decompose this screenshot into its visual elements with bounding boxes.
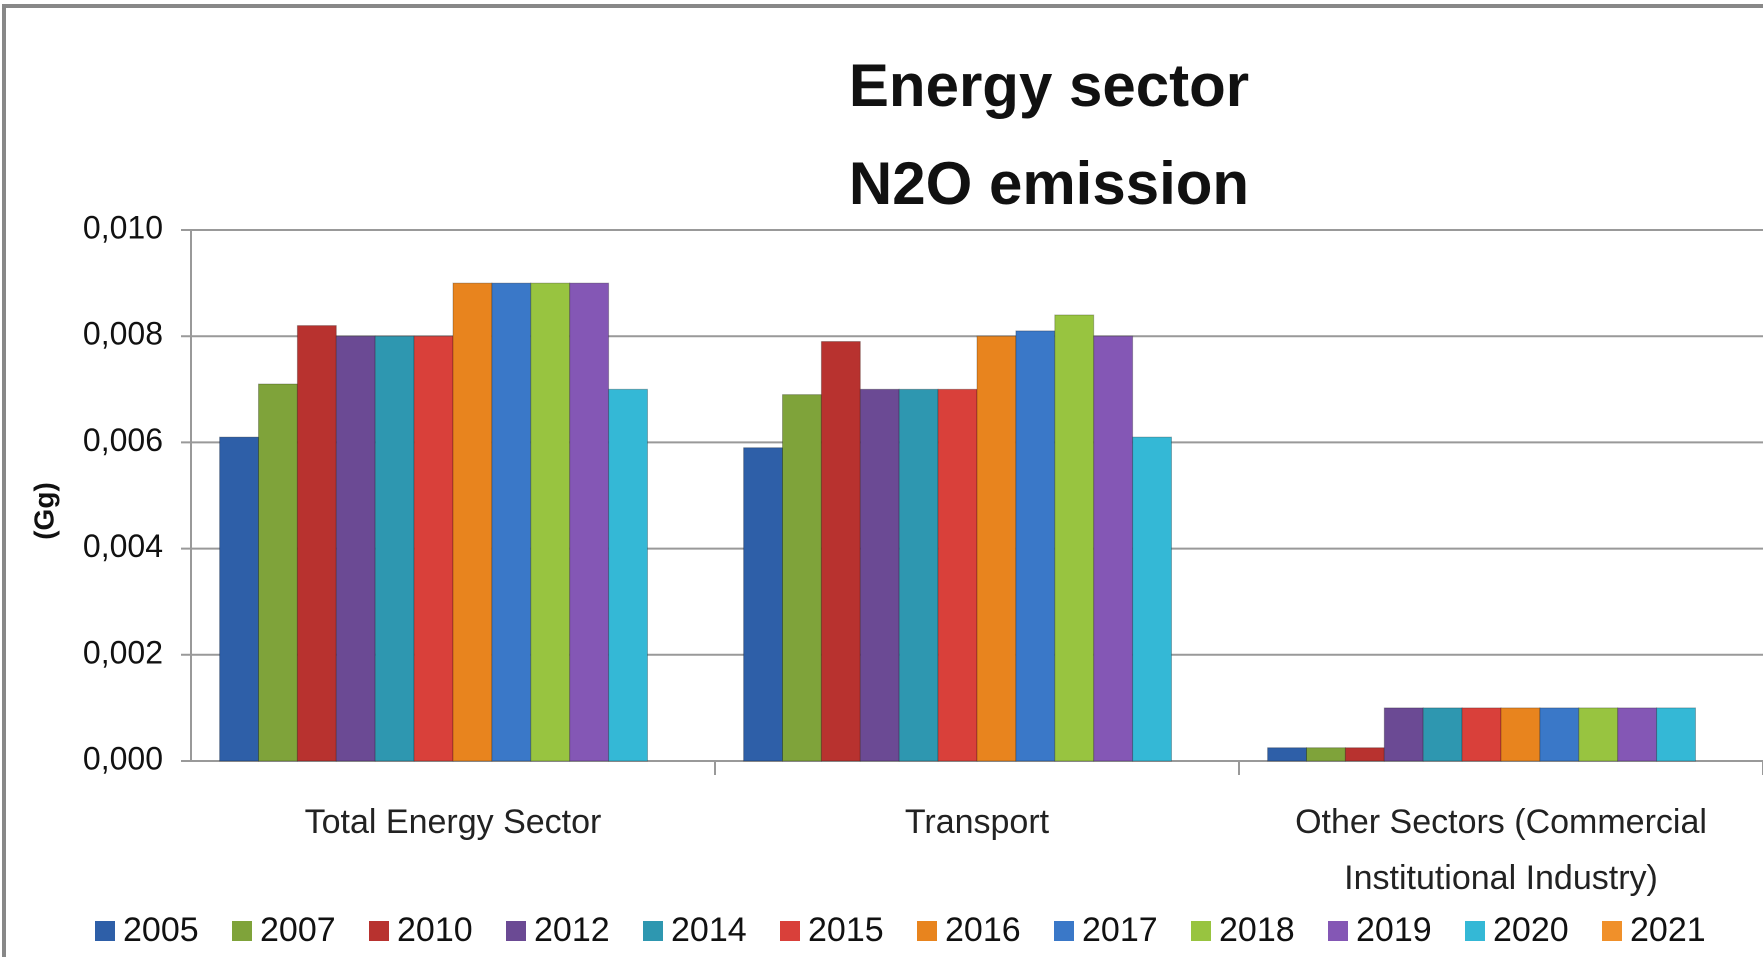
bar bbox=[1539, 707, 1580, 762]
bar bbox=[859, 388, 900, 762]
bar bbox=[258, 383, 298, 762]
legend-swatch bbox=[506, 921, 526, 941]
bar bbox=[491, 282, 532, 762]
legend-label: 2005 bbox=[123, 911, 199, 949]
legend-label: 2007 bbox=[260, 911, 336, 949]
bar bbox=[296, 325, 337, 762]
legend-swatch bbox=[1054, 921, 1074, 941]
y-tick-label: 0,010 bbox=[83, 209, 163, 245]
y-axis-label: (Gg) bbox=[28, 482, 59, 540]
bar bbox=[1306, 747, 1346, 762]
y-tick-label: 0,008 bbox=[83, 316, 163, 352]
bar bbox=[937, 388, 978, 762]
legend-swatch bbox=[780, 921, 800, 941]
bar bbox=[1383, 707, 1424, 762]
bar bbox=[1015, 330, 1056, 762]
x-tick-label: Total Energy Sector bbox=[304, 803, 602, 841]
legend-swatch bbox=[917, 921, 937, 941]
legend-swatch bbox=[1191, 921, 1211, 941]
legend-label: 2014 bbox=[671, 911, 747, 949]
legend-swatch bbox=[232, 921, 252, 941]
legend-swatch bbox=[1465, 921, 1485, 941]
x-tick-label: Other Sectors (Commercial Institutional … bbox=[1295, 803, 1707, 897]
legend-label: 2020 bbox=[1493, 911, 1569, 949]
legend-swatch bbox=[369, 921, 389, 941]
bar bbox=[1617, 707, 1658, 762]
legend-swatch bbox=[1602, 921, 1622, 941]
legend-label: 2019 bbox=[1356, 911, 1432, 949]
bar bbox=[1461, 707, 1502, 762]
bar bbox=[530, 282, 571, 762]
bar bbox=[1344, 747, 1385, 762]
legend-label: 2021 bbox=[1630, 911, 1706, 949]
bar bbox=[1132, 436, 1172, 762]
bar bbox=[976, 335, 1017, 762]
bar bbox=[1422, 707, 1463, 762]
y-tick-label: 0,004 bbox=[83, 528, 163, 564]
bar bbox=[413, 335, 454, 762]
bar bbox=[569, 282, 610, 762]
y-tick-label: 0,000 bbox=[83, 740, 163, 776]
bar bbox=[374, 335, 415, 762]
chart-title: Energy sector bbox=[849, 52, 1249, 119]
y-tick-label: 0,006 bbox=[83, 422, 163, 458]
bar bbox=[219, 436, 260, 762]
bar bbox=[898, 388, 939, 762]
x-tick-label: Transport bbox=[904, 803, 1050, 841]
legend-label: 2018 bbox=[1219, 911, 1295, 949]
bar bbox=[608, 388, 648, 762]
bar bbox=[782, 394, 822, 762]
bar bbox=[820, 341, 861, 762]
bar bbox=[452, 282, 493, 762]
bar bbox=[743, 447, 783, 762]
legend-swatch bbox=[643, 921, 663, 941]
legend-label: 2015 bbox=[808, 911, 884, 949]
bar bbox=[1656, 707, 1696, 762]
frame bbox=[2, 4, 1763, 957]
bar bbox=[1054, 314, 1095, 762]
legend-label: 2017 bbox=[1082, 911, 1158, 949]
bar bbox=[1093, 335, 1134, 762]
chart-subtitle: N2O emission bbox=[849, 150, 1249, 217]
legend-swatch bbox=[1328, 921, 1348, 941]
bar bbox=[1267, 747, 1307, 762]
bar bbox=[1578, 707, 1619, 762]
y-tick-label: 0,002 bbox=[83, 634, 163, 670]
bar bbox=[335, 335, 376, 762]
legend-swatch bbox=[95, 921, 115, 941]
legend-label: 2010 bbox=[397, 911, 473, 949]
bar bbox=[1500, 707, 1541, 762]
legend-label: 2012 bbox=[534, 911, 610, 949]
legend-label: 2016 bbox=[945, 911, 1021, 949]
